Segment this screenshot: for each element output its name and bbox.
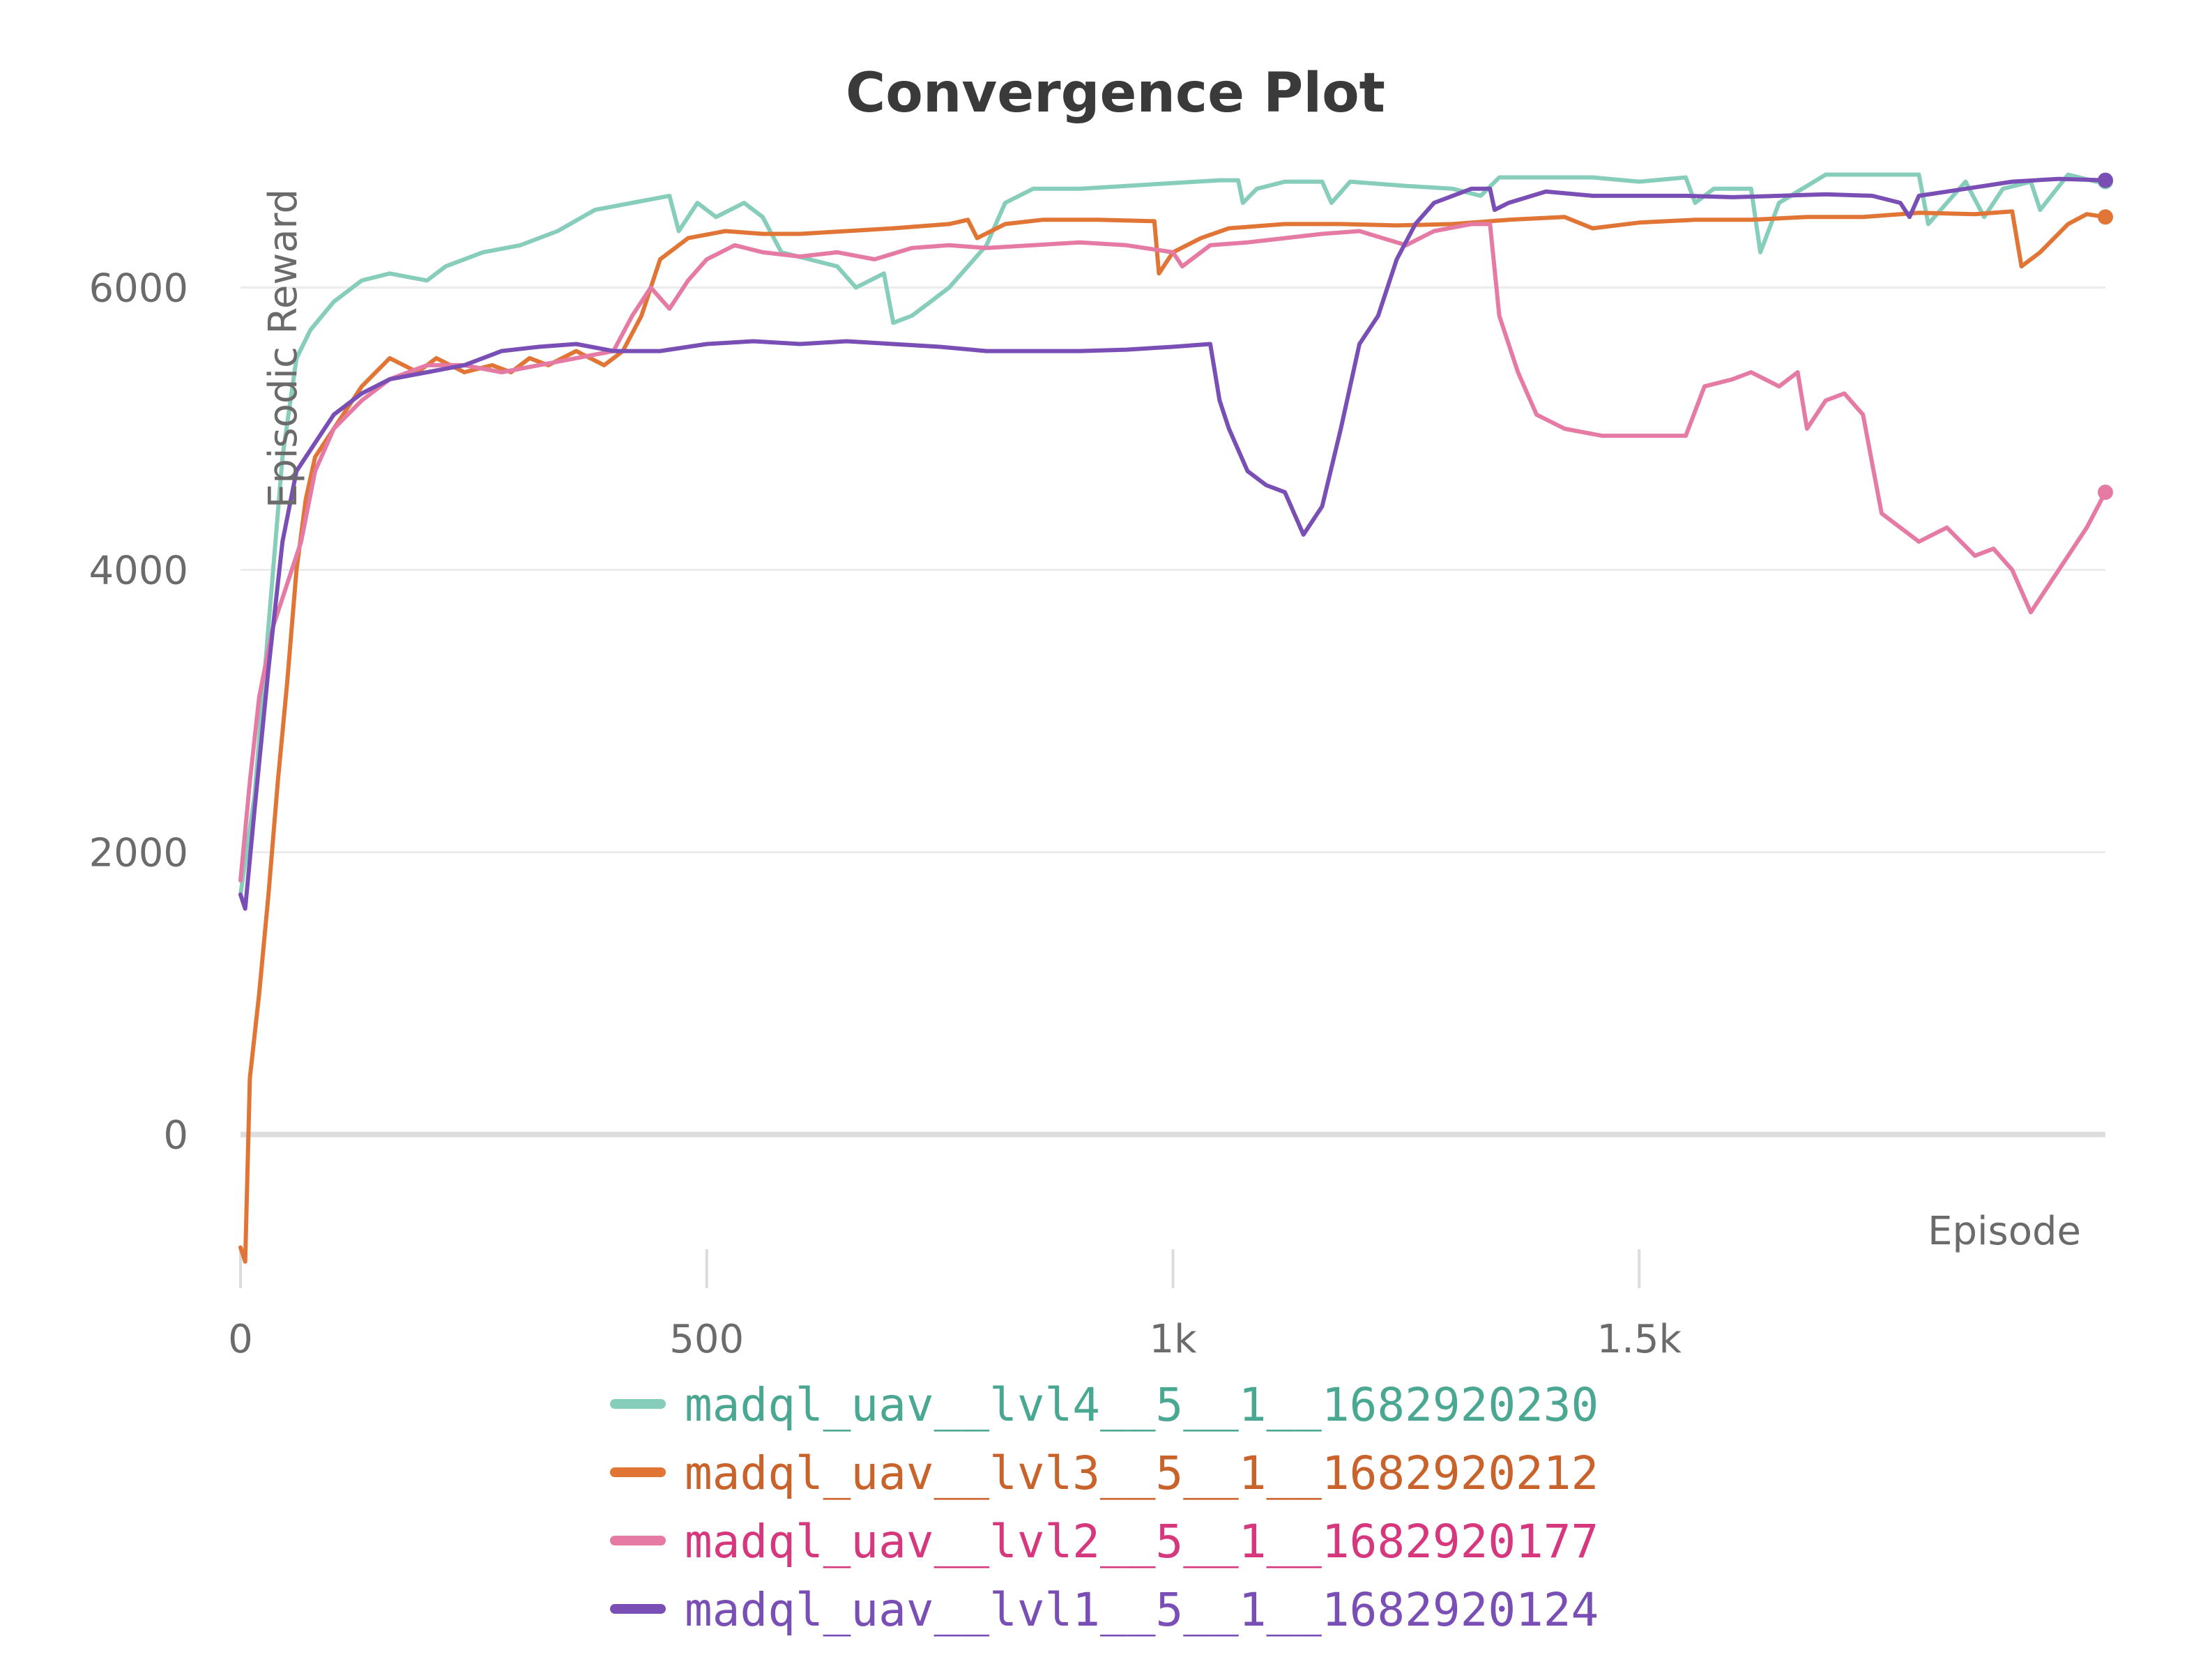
series-line-1	[238, 172, 2107, 897]
series-line-3	[238, 222, 2107, 883]
y-axis-ticks: 0 2000 4000 6000	[89, 266, 188, 1159]
legend-entry: madql_uav__lvl3__5__1__1682920212	[685, 1446, 1599, 1500]
x-axis-label: Episode	[1928, 1209, 2081, 1254]
y-axis-label: Episodic Reward	[261, 189, 306, 508]
series-end-point	[2098, 484, 2113, 501]
y-tick-label: 2000	[89, 831, 188, 876]
series-layer	[238, 172, 2113, 1264]
series-end-point	[2098, 172, 2113, 188]
x-tick-label: 1k	[1149, 1317, 1197, 1362]
chart-title: Convergence Plot	[846, 62, 1385, 125]
y-tick-label: 4000	[89, 549, 188, 594]
series-end-point	[2098, 209, 2113, 225]
x-tick-label: 0	[228, 1317, 253, 1362]
y-tick-label: 6000	[89, 266, 188, 312]
legend-entry: madql_uav__lvl1__5__1__1682920124	[685, 1583, 1599, 1637]
y-tick-label: 0	[163, 1113, 188, 1159]
legend-entry: madql_uav__lvl2__5__1__1682920177	[685, 1515, 1599, 1568]
legend: madql_uav__lvl4__5__1__1682920230 madql_u…	[610, 1378, 1599, 1637]
x-tick-label: 500	[669, 1317, 744, 1362]
x-tick-label: 1.5k	[1597, 1317, 1682, 1362]
series-line-4	[238, 176, 2107, 911]
grid-layer	[241, 287, 2105, 1138]
legend-entry: madql_uav__lvl4__5__1__1682920230	[685, 1378, 1599, 1432]
x-axis-ticks: 0 500 1k 1.5k	[228, 1249, 1682, 1362]
